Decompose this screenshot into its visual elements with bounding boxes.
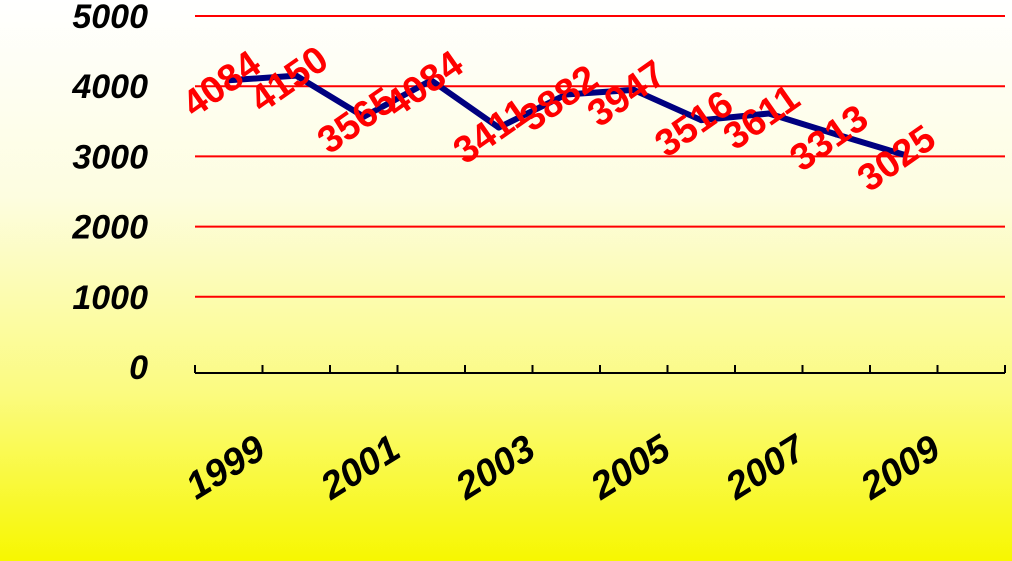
- data-point-6: [630, 86, 637, 93]
- data-point-2: [360, 113, 367, 120]
- x-tick-label-2009: 2009: [853, 428, 948, 509]
- x-axis-tick-labels: 1999 2001 2003 2005 2007 2009: [179, 427, 948, 509]
- data-label-1: 4150: [243, 38, 336, 121]
- data-point-0: [225, 77, 232, 84]
- data-point-8: [765, 110, 772, 117]
- data-point-9: [833, 131, 840, 138]
- y-axis-tick-labels: 0 1000 2000 3000 4000 5000: [71, 0, 148, 387]
- y-tick-label-3000: 3000: [72, 138, 148, 176]
- x-tick-label-2007: 2007: [718, 427, 814, 509]
- data-point-7: [698, 117, 705, 124]
- y-tick-label-1000: 1000: [72, 279, 148, 317]
- series-group: [225, 72, 907, 158]
- x-tick-label-2005: 2005: [583, 427, 679, 508]
- x-tick-label-1999: 1999: [179, 428, 273, 508]
- y-tick-label-4000: 4000: [71, 68, 148, 106]
- data-labels: 4084415035654084341138823947351636113313…: [175, 38, 943, 200]
- x-tick-label-2003: 2003: [448, 428, 543, 509]
- y-tick-label-2000: 2000: [71, 209, 148, 247]
- gridlines: [195, 15, 1005, 298]
- x-axis: [194, 365, 1006, 374]
- data-point-3: [428, 77, 435, 84]
- data-point-4: [495, 124, 502, 131]
- data-point-10: [900, 151, 907, 158]
- data-point-5: [563, 91, 570, 98]
- y-tick-label-0: 0: [129, 349, 148, 387]
- y-tick-label-5000: 5000: [72, 0, 148, 36]
- x-tick-label-2001: 2001: [313, 428, 408, 509]
- data-point-1: [293, 72, 300, 79]
